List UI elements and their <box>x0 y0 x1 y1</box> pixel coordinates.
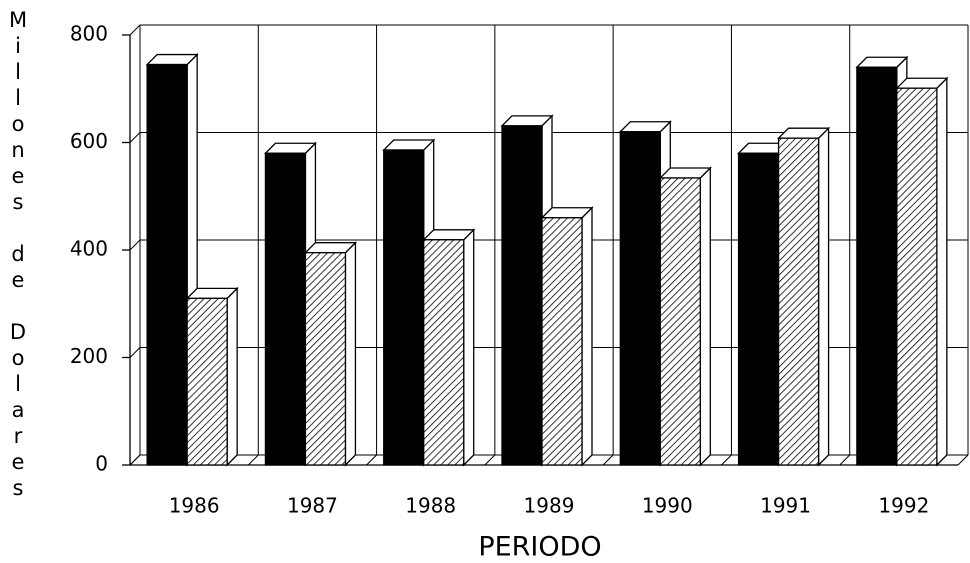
bar <box>737 152 780 466</box>
y-tick-label: 400 <box>70 237 108 261</box>
bar <box>896 87 938 466</box>
floor-depth <box>484 454 496 466</box>
bar-side <box>463 228 475 467</box>
floor-depth <box>957 454 969 466</box>
x-tick-label: 1986 <box>169 494 220 518</box>
y-tick-label: 200 <box>70 344 108 368</box>
x-tick-label: 1992 <box>878 494 929 518</box>
bar <box>777 137 820 466</box>
bar-side <box>817 126 830 467</box>
y-tick-label: 600 <box>70 129 108 153</box>
floor-depth <box>366 454 377 466</box>
bar <box>659 177 701 466</box>
bar <box>423 239 465 466</box>
x-tick-label: 1987 <box>287 494 338 518</box>
floor-depth <box>602 454 614 466</box>
bar <box>383 149 425 466</box>
x-tick-label: 1990 <box>642 494 693 518</box>
grid-depth <box>129 132 141 143</box>
bar-side <box>936 76 948 467</box>
floor-depth <box>247 454 259 466</box>
bar <box>501 125 543 466</box>
bar <box>304 252 347 466</box>
floor-depth <box>721 454 732 466</box>
y-axis-label: Millones de Dolares <box>6 8 30 502</box>
grid-depth <box>129 239 141 251</box>
bar-side <box>226 286 238 467</box>
x-tick-label: 1988 <box>405 494 456 518</box>
x-axis-label: PERIODO <box>478 532 601 563</box>
bar <box>186 297 228 466</box>
bar <box>264 152 307 466</box>
grid-depth <box>129 24 141 36</box>
y-tick-label: 800 <box>70 22 108 46</box>
bar-side <box>699 166 711 467</box>
y-tick-label: 0 <box>95 452 108 476</box>
bar <box>541 217 583 466</box>
bar-side <box>344 241 357 467</box>
floor-depth <box>129 454 141 466</box>
floor-depth <box>839 454 851 466</box>
x-tick-label: 1991 <box>760 494 811 518</box>
bar <box>619 131 661 466</box>
x-tick-label: 1989 <box>524 494 575 518</box>
bar-side <box>581 206 593 467</box>
bar <box>146 63 188 466</box>
grid-depth <box>129 347 141 358</box>
bar <box>856 66 898 466</box>
